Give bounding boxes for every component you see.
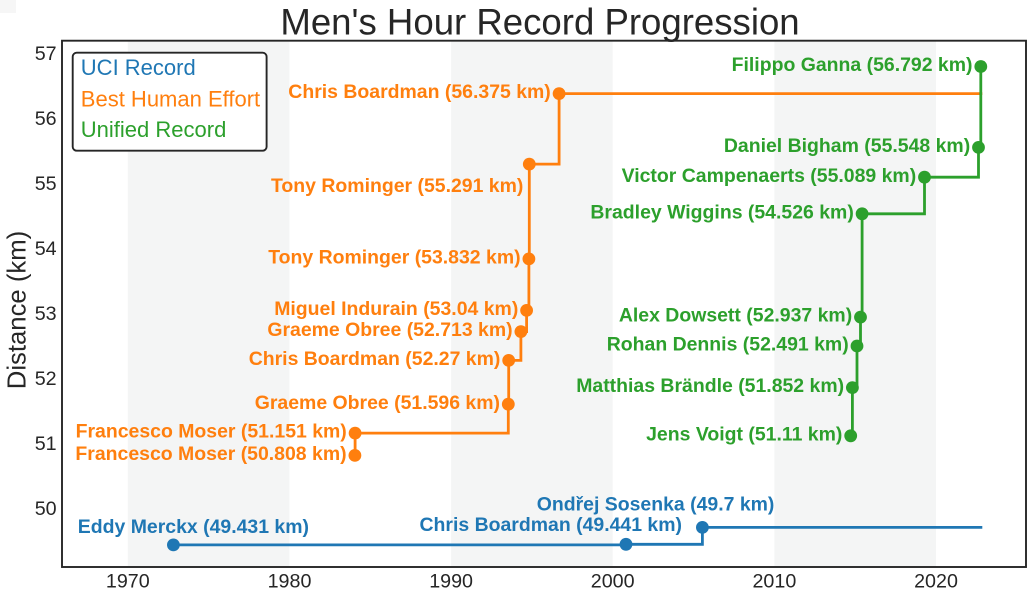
svg-text:53: 53	[35, 303, 57, 325]
svg-text:Rohan Dennis (52.491 km): Rohan Dennis (52.491 km)	[607, 334, 849, 356]
svg-text:Best Human Effort: Best Human Effort	[81, 86, 260, 111]
svg-text:Alex Dowsett (52.937 km): Alex Dowsett (52.937 km)	[619, 305, 852, 327]
svg-text:55: 55	[35, 173, 57, 195]
svg-text:Men's Hour Record Progression: Men's Hour Record Progression	[280, 2, 799, 43]
svg-text:52: 52	[35, 368, 57, 390]
svg-text:50: 50	[35, 498, 57, 520]
svg-text:Bradley Wiggins (54.526 km): Bradley Wiggins (54.526 km)	[590, 201, 853, 223]
svg-text:Eddy Merckx (49.431 km): Eddy Merckx (49.431 km)	[78, 516, 309, 538]
svg-text:Miguel Indurain (53.04 km): Miguel Indurain (53.04 km)	[274, 298, 518, 320]
svg-text:Graeme Obree (51.596 km): Graeme Obree (51.596 km)	[255, 392, 500, 414]
svg-text:Filippo Ganna (56.792 km): Filippo Ganna (56.792 km)	[732, 54, 973, 76]
svg-text:51: 51	[35, 433, 57, 455]
svg-text:Chris Boardman (49.441 km): Chris Boardman (49.441 km)	[419, 514, 682, 536]
svg-text:1980: 1980	[268, 571, 312, 593]
svg-text:Chris Boardman (52.27 km): Chris Boardman (52.27 km)	[249, 348, 501, 370]
svg-text:2020: 2020	[914, 571, 958, 593]
svg-text:Ondřej Sosenka (49.7 km): Ondřej Sosenka (49.7 km)	[537, 494, 775, 516]
svg-text:Jens Voigt (51.11 km): Jens Voigt (51.11 km)	[646, 423, 842, 445]
svg-text:Tony Rominger (55.291 km): Tony Rominger (55.291 km)	[271, 175, 523, 197]
svg-text:Victor Campenaerts (55.089 km): Victor Campenaerts (55.089 km)	[622, 165, 917, 187]
svg-text:Tony Rominger (53.832 km): Tony Rominger (53.832 km)	[268, 247, 520, 269]
svg-text:Distance (km): Distance (km)	[3, 231, 31, 389]
svg-text:1990: 1990	[429, 571, 473, 593]
svg-text:57: 57	[35, 43, 57, 65]
svg-text:Chris Boardman (56.375 km): Chris Boardman (56.375 km)	[288, 81, 551, 103]
svg-text:Francesco Moser (50.808 km): Francesco Moser (50.808 km)	[75, 443, 346, 465]
svg-text:Unified Record: Unified Record	[81, 117, 227, 142]
svg-text:1970: 1970	[106, 571, 150, 593]
svg-text:56: 56	[35, 108, 57, 130]
svg-text:Graeme Obree (52.713 km): Graeme Obree (52.713 km)	[267, 319, 512, 341]
svg-text:2000: 2000	[591, 571, 635, 593]
svg-text:Francesco Moser (51.151 km): Francesco Moser (51.151 km)	[76, 421, 347, 443]
svg-text:Daniel Bigham (55.548 km): Daniel Bigham (55.548 km)	[724, 135, 970, 157]
svg-text:UCI Record: UCI Record	[81, 55, 196, 80]
svg-text:2010: 2010	[752, 571, 796, 593]
svg-text:54: 54	[35, 238, 57, 260]
svg-text:Matthias Brändle (51.852 km): Matthias Brändle (51.852 km)	[576, 375, 844, 397]
